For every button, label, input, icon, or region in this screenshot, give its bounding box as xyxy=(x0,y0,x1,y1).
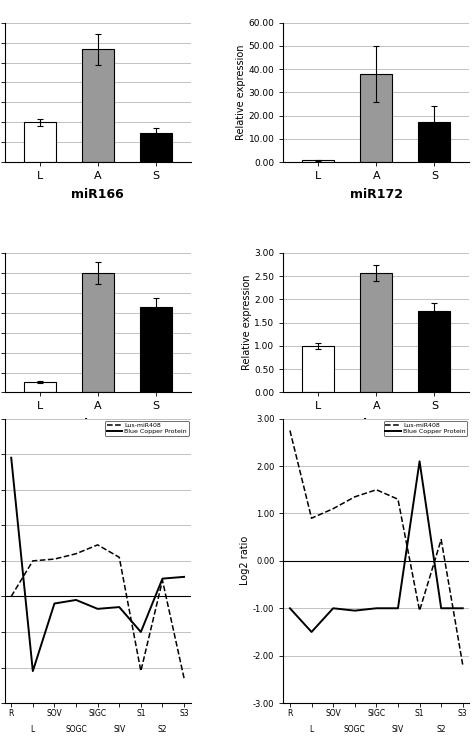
Lus-miR408 xyxy=(117,553,122,562)
Lus-miR408 xyxy=(30,556,36,565)
Line: Lus-miR408: Lus-miR408 xyxy=(290,430,463,665)
Blue Copper Protein xyxy=(352,606,357,615)
Blue Copper Protein xyxy=(117,603,122,612)
X-axis label: miR172: miR172 xyxy=(350,188,403,201)
Text: L: L xyxy=(310,725,314,734)
Y-axis label: Relative expression: Relative expression xyxy=(236,45,246,140)
Lus-miR408 xyxy=(417,606,422,615)
Lus-miR408 xyxy=(330,504,336,513)
Text: SOGC: SOGC xyxy=(65,725,87,734)
Line: Lus-miR408: Lus-miR408 xyxy=(11,545,184,678)
Lus-miR408 xyxy=(138,667,144,676)
Bar xyxy=(360,273,392,392)
Blue Copper Protein xyxy=(95,604,100,613)
Blue Copper Protein xyxy=(287,604,293,613)
Blue Copper Protein xyxy=(160,574,165,583)
Bar xyxy=(140,133,172,163)
Lus-miR408 xyxy=(438,535,444,544)
Blue Copper Protein xyxy=(52,599,57,608)
Legend: Lus-miR408, Blue Copper Protein: Lus-miR408, Blue Copper Protein xyxy=(383,420,467,436)
Blue Copper Protein xyxy=(181,572,187,581)
Lus-miR408 xyxy=(9,592,14,601)
Lus-miR408 xyxy=(460,661,465,670)
Lus-miR408 xyxy=(52,555,57,564)
X-axis label: miR408: miR408 xyxy=(350,418,403,432)
Lus-miR408 xyxy=(287,426,293,435)
Line: Blue Copper Protein: Blue Copper Protein xyxy=(290,461,463,632)
Blue Copper Protein xyxy=(73,596,79,605)
Blue Copper Protein xyxy=(9,453,14,462)
Y-axis label: Relative expression: Relative expression xyxy=(242,275,252,370)
Blue Copper Protein xyxy=(309,627,314,637)
Lus-miR408 xyxy=(73,549,79,558)
Lus-miR408 xyxy=(95,541,100,550)
Lus-miR408 xyxy=(160,576,165,585)
X-axis label: miR166: miR166 xyxy=(71,188,124,201)
Text: S2: S2 xyxy=(158,725,167,734)
Blue Copper Protein xyxy=(138,627,144,637)
Legend: Lus-miR408, Blue Copper Protein: Lus-miR408, Blue Copper Protein xyxy=(105,420,189,436)
Blue Copper Protein xyxy=(395,604,401,613)
Bar xyxy=(140,307,172,392)
Blue Copper Protein xyxy=(374,604,379,613)
Blue Copper Protein xyxy=(30,667,36,676)
Bar xyxy=(82,49,114,163)
Lus-miR408 xyxy=(309,513,314,522)
Lus-miR408 xyxy=(395,494,401,503)
X-axis label: miR319: miR319 xyxy=(71,418,124,432)
Text: L: L xyxy=(31,725,35,734)
Bar xyxy=(82,273,114,392)
Y-axis label: Log2 ratio: Log2 ratio xyxy=(240,536,250,585)
Text: S2: S2 xyxy=(437,725,446,734)
Blue Copper Protein xyxy=(417,457,422,466)
Blue Copper Protein xyxy=(330,604,336,613)
Blue Copper Protein xyxy=(438,604,444,613)
Blue Copper Protein xyxy=(460,604,465,613)
Text: SIV: SIV xyxy=(113,725,126,734)
Bar xyxy=(360,74,392,163)
Bar xyxy=(419,311,450,392)
Line: Blue Copper Protein: Blue Copper Protein xyxy=(11,457,184,671)
Text: SIV: SIV xyxy=(392,725,404,734)
Text: SOGC: SOGC xyxy=(344,725,365,734)
Bar xyxy=(24,383,55,392)
Bar xyxy=(302,160,334,163)
Lus-miR408 xyxy=(352,492,357,501)
Lus-miR408 xyxy=(374,485,379,494)
Bar xyxy=(24,122,55,163)
Bar xyxy=(302,346,334,392)
Bar xyxy=(419,122,450,163)
Lus-miR408 xyxy=(181,674,187,683)
